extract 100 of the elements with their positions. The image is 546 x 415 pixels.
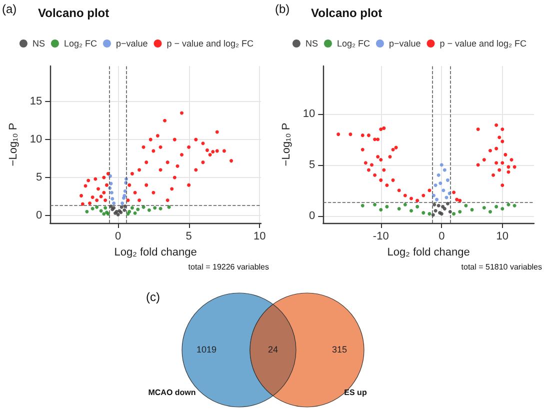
y-tick-label: 10: [30, 134, 42, 146]
point: [176, 164, 180, 168]
y-tick-label: 15: [30, 96, 42, 108]
text: (a): [2, 2, 17, 16]
point: [376, 154, 380, 158]
point: [80, 194, 84, 198]
point: [391, 148, 395, 152]
point: [385, 204, 389, 208]
point: [428, 188, 432, 192]
point: [96, 187, 100, 191]
legend-label: Log₂ FC: [64, 38, 98, 48]
point: [194, 138, 198, 142]
point: [410, 209, 413, 213]
point: [373, 173, 377, 177]
point: [373, 202, 377, 206]
point: [434, 184, 438, 188]
point: [379, 178, 383, 182]
y-tick-label: 0: [36, 209, 42, 222]
point: [102, 212, 106, 216]
point: [428, 212, 432, 216]
point: [504, 152, 508, 156]
point: [112, 202, 116, 206]
point: [452, 190, 456, 194]
point: [376, 138, 380, 142]
y-axis-title: −Log₁₀ P: [8, 122, 20, 166]
point: [391, 178, 395, 182]
point: [488, 148, 492, 152]
point: [403, 202, 407, 206]
y-tick-label: 5: [36, 171, 42, 184]
point: [142, 145, 146, 149]
point: [99, 194, 103, 198]
point: [156, 134, 160, 138]
point: [163, 118, 167, 122]
point: [158, 206, 162, 210]
point: [373, 138, 377, 142]
point: [452, 212, 456, 216]
chart-title: Volcano plot: [38, 6, 110, 20]
point: [90, 195, 94, 199]
point: [336, 132, 340, 136]
point: [187, 183, 191, 187]
point: [364, 161, 368, 165]
point: [136, 208, 140, 212]
point: [152, 149, 156, 153]
point: [138, 168, 142, 172]
point: [153, 206, 157, 210]
point: [144, 160, 148, 164]
point: [194, 168, 198, 172]
point: [180, 111, 184, 115]
point: [506, 202, 510, 206]
point: [122, 208, 126, 212]
point: [88, 202, 92, 206]
point: [95, 198, 99, 202]
point: [201, 160, 205, 164]
point: [130, 206, 134, 210]
point: [158, 168, 162, 172]
point: [201, 142, 205, 146]
point: [422, 194, 426, 198]
x-tick-label: 10: [253, 230, 266, 242]
point: [498, 168, 502, 172]
point: [510, 158, 514, 162]
point: [382, 168, 386, 172]
x-tick-label: 5: [186, 230, 192, 242]
point: [397, 206, 401, 210]
point: [500, 161, 504, 165]
point: [122, 194, 126, 198]
point: [500, 184, 504, 188]
point: [470, 208, 474, 212]
point: [120, 202, 124, 206]
point: [494, 204, 498, 208]
point: [133, 211, 137, 215]
legend-label: p−value: [388, 38, 421, 48]
point: [230, 159, 234, 163]
legend-label: p − value and log₂ FC: [166, 38, 254, 48]
point: [172, 138, 176, 142]
point: [166, 160, 170, 164]
y-tick-label: 10: [302, 108, 316, 120]
x-axis-title: Log₂ fold change: [114, 246, 197, 258]
point: [458, 198, 462, 202]
point: [211, 150, 215, 154]
point: [379, 158, 383, 162]
data-label: 1019: [196, 344, 217, 354]
point: [436, 204, 440, 208]
point: [110, 196, 114, 200]
text: total = 19226 variables: [188, 262, 270, 272]
point: [506, 165, 510, 169]
point: [512, 165, 516, 169]
point: [410, 196, 413, 200]
text: (c): [146, 290, 160, 304]
point: [152, 190, 156, 194]
point: [170, 187, 174, 191]
point: [84, 184, 88, 188]
point: [488, 210, 492, 214]
x-tick-label: 10: [496, 230, 509, 242]
point: [90, 206, 94, 210]
point: [138, 198, 142, 202]
point: [120, 205, 124, 209]
y-axis-title: −Log₁₀ P: [280, 122, 292, 166]
point: [455, 198, 459, 202]
point: [512, 204, 516, 208]
point: [442, 188, 446, 192]
